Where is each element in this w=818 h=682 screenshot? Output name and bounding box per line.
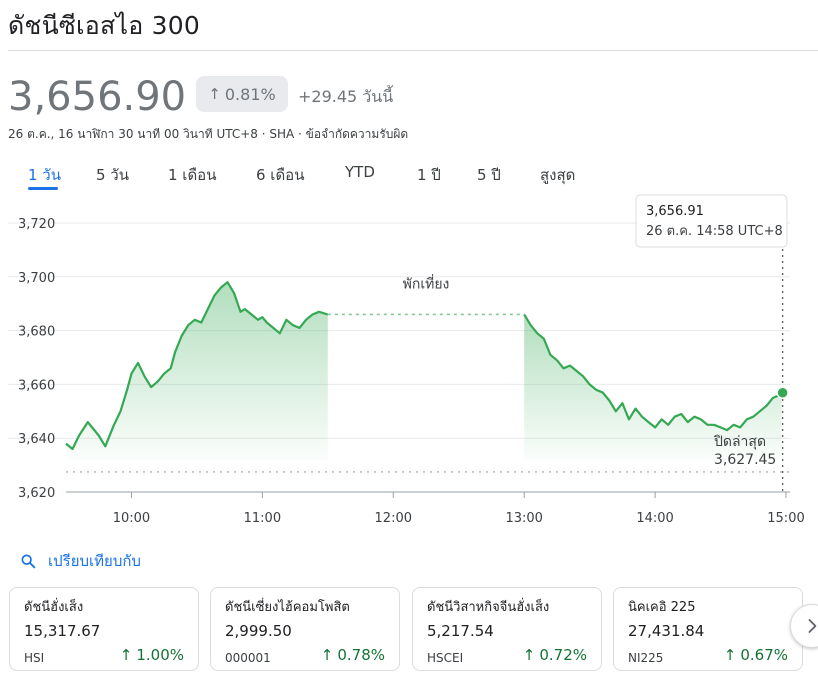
change-percent: 0.81% (224, 84, 276, 104)
previous-close-label: ปิดล่าสุด (714, 434, 767, 450)
card-value: 2,999.50 (225, 622, 292, 640)
compare-card-ni225[interactable]: นิคเคอิ 225 27,431.84 NI225 ↑ 0.67% (613, 587, 803, 671)
compare-card-hscei[interactable]: ดัชนีวิสาหกิจจีนฮั่งเส็ง 5,217.54 HSCEI … (412, 587, 602, 671)
card-value: 5,217.54 (427, 622, 494, 640)
card-value: 27,431.84 (628, 622, 705, 640)
chevron-right-icon (808, 619, 817, 633)
compare-card-000001[interactable]: ดัชนีเซี่ยงไฮ้คอมโพสิต 2,999.50 000001 ↑… (210, 587, 400, 671)
card-name: ดัชนีเซี่ยงไฮ้คอมโพสิต (225, 600, 350, 615)
x-tick-label: 14:00 (636, 511, 673, 526)
card-change-value: 0.72% (539, 646, 587, 664)
card-change-value: 0.78% (337, 646, 385, 664)
current-price: 3,656.90 (8, 74, 187, 120)
tab-max[interactable]: สูงสุด (540, 166, 576, 184)
search-icon (21, 554, 36, 569)
card-name: ดัชนีวิสาหกิจจีนฮั่งเส็ง (427, 600, 550, 615)
quote-meta: 26 ต.ค., 16 นาฬิกา 30 นาที 00 วินาที UTC… (8, 127, 409, 141)
tab-1-year[interactable]: 1 ปี (417, 166, 441, 184)
divider (8, 50, 818, 51)
afternoon-line (523, 313, 783, 432)
arrow-up-icon: ↑ (208, 85, 221, 103)
page-title: ดัชนีซีเอสไอ 300 (8, 11, 200, 40)
tab-5-years[interactable]: 5 ปี (477, 166, 501, 184)
change-absolute: +29.45 วันนี้ (298, 87, 394, 106)
y-tick-label: 3,700 (18, 271, 55, 286)
arrow-up-icon: ↑ (723, 646, 737, 664)
compare-card-hsi[interactable]: ดัชนีฮั่งเส็ง 15,317.67 HSI ↑ 1.00% (9, 587, 199, 671)
card-ticker: HSCEI (427, 651, 464, 665)
y-tick-label: 3,720 (18, 217, 55, 232)
arrow-up-icon: ↑ (522, 646, 536, 664)
compare-label: เปรียบเทียบกับ (48, 552, 141, 570)
tooltip-time: 26 ต.ค. 14:58 UTC+8 (646, 224, 783, 239)
active-tab-indicator (28, 187, 58, 190)
range-tabs: 1 วัน 5 วัน 1 เดือน 6 เดือน YTD 1 ปี 5 ป… (0, 163, 818, 193)
card-change: ↑ 1.00% (120, 646, 184, 664)
card-change: ↑ 0.67% (724, 646, 788, 664)
price-chart[interactable]: 3,720 3,700 3,680 3,660 3,640 3,620 10:00 11:00… (0, 190, 818, 535)
afternoon-area (524, 314, 782, 460)
tab-5-days[interactable]: 5 วัน (96, 166, 129, 184)
compare-button[interactable]: เปรียบเทียบกับ (20, 549, 141, 573)
card-change-value: 0.67% (740, 646, 788, 664)
card-ticker: NI225 (628, 651, 664, 665)
x-tick-label: 13:00 (505, 511, 542, 526)
y-tick-label: 3,660 (18, 378, 55, 393)
lunch-break-label: พักเที่ยง (403, 274, 450, 292)
y-tick-label: 3,620 (18, 486, 55, 501)
change-percent-chip: ↑ 0.81% (196, 76, 288, 112)
tooltip-value: 3,656.91 (646, 204, 704, 219)
previous-close-value: 3,627.45 (714, 452, 776, 468)
tab-ytd[interactable]: YTD (345, 163, 375, 181)
x-tick-label: 12:00 (375, 511, 412, 526)
morning-area (66, 282, 328, 460)
hover-point (776, 386, 789, 399)
x-tick-label: 10:00 (113, 511, 150, 526)
x-tick-label: 15:00 (767, 511, 804, 526)
tab-1-day[interactable]: 1 วัน (28, 166, 61, 184)
y-tick-label: 3,640 (18, 432, 55, 447)
x-tick-label: 11:00 (244, 511, 281, 526)
tooltip-box (635, 194, 788, 248)
arrow-up-icon: ↑ (320, 646, 334, 664)
morning-line (65, 281, 329, 451)
card-change-value: 1.00% (136, 646, 184, 664)
card-change: ↑ 0.72% (523, 646, 587, 664)
y-tick-label: 3,680 (18, 325, 55, 340)
card-name: นิคเคอิ 225 (628, 600, 696, 615)
card-value: 15,317.67 (24, 622, 101, 640)
arrow-up-icon: ↑ (119, 646, 133, 664)
card-ticker: HSI (24, 651, 45, 665)
card-name: ดัชนีฮั่งเส็ง (24, 600, 84, 615)
tab-6-months[interactable]: 6 เดือน (256, 166, 305, 184)
tab-1-month[interactable]: 1 เดือน (168, 166, 217, 184)
card-change: ↑ 0.78% (321, 646, 385, 664)
card-ticker: 000001 (225, 651, 271, 665)
